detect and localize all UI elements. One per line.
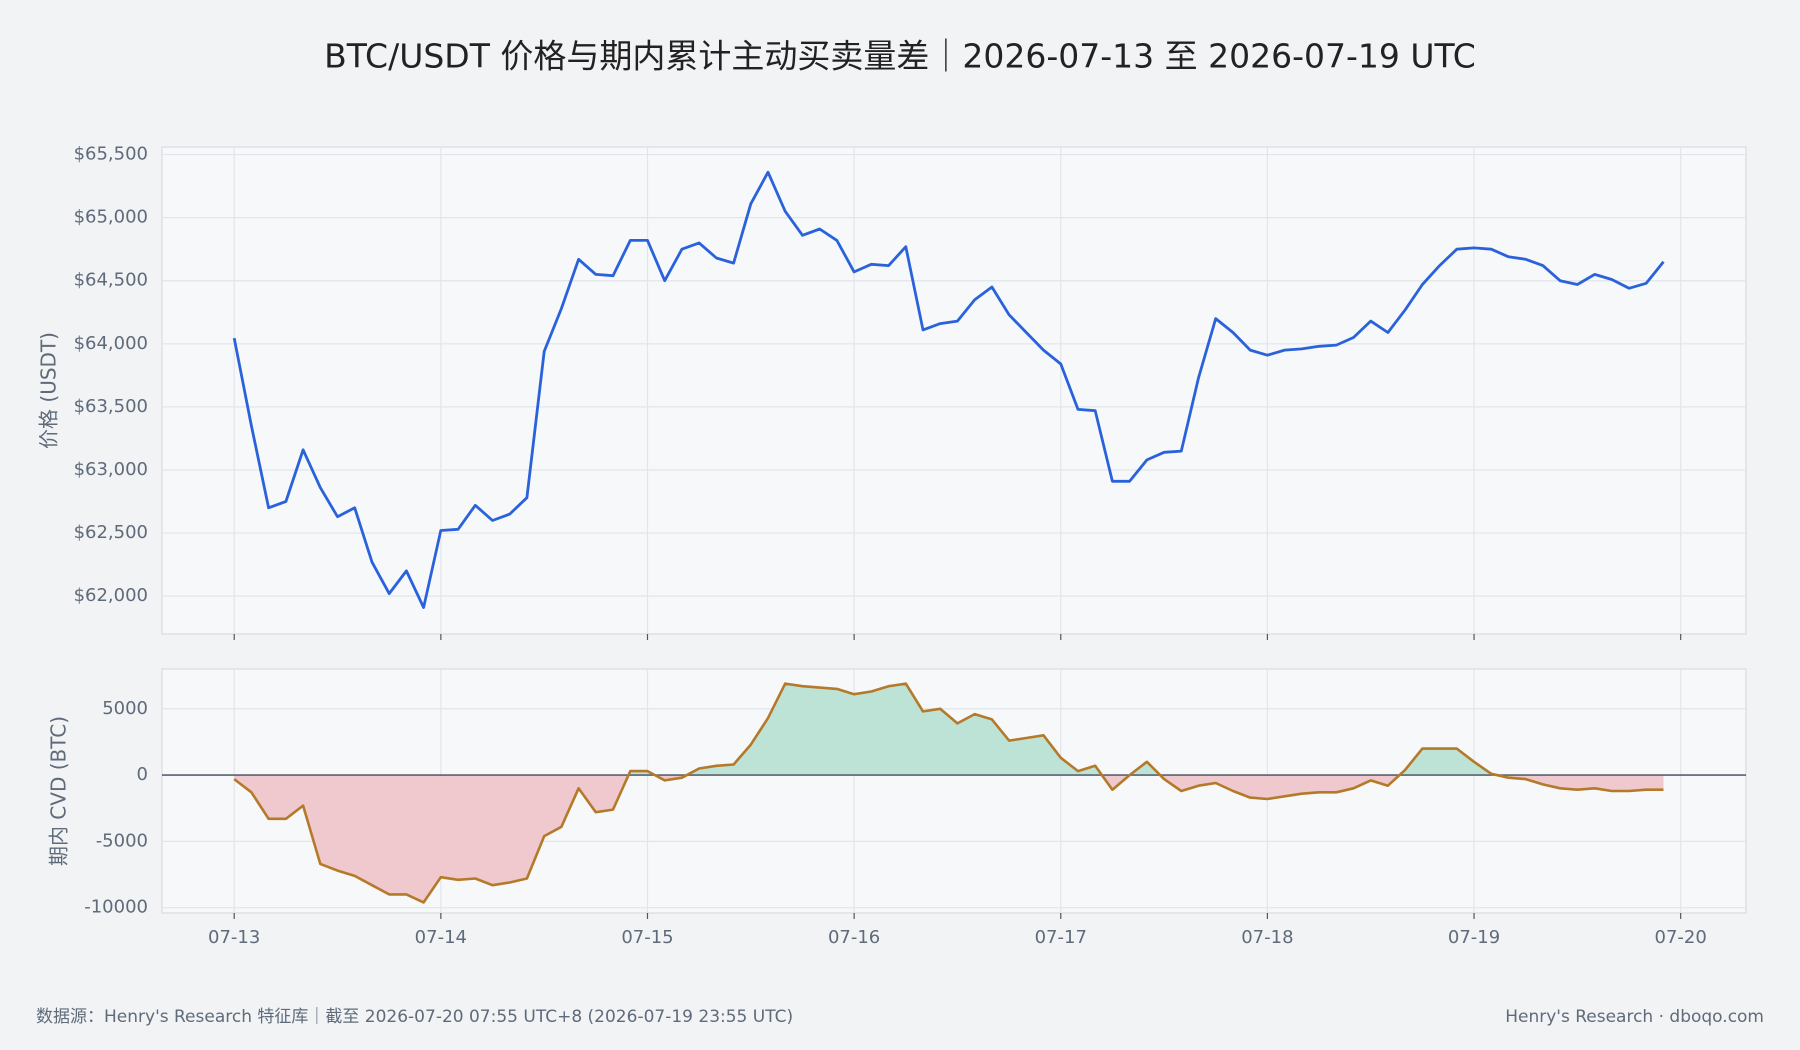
y-tick-label: $65,000 [74, 207, 148, 228]
area-positive [628, 683, 1497, 776]
area-negative [234, 775, 1664, 903]
y-tick-label: $62,500 [74, 522, 148, 543]
y-tick-label: $65,500 [74, 144, 148, 165]
y-tick-label: $64,000 [74, 333, 148, 354]
y-axis-label: 期内 CVD (BTC) [47, 716, 71, 866]
footer-source: 数据源：Henry's Research 特征库｜截至 2026-07-20 0… [36, 1007, 793, 1027]
y-tick-label: $64,500 [74, 270, 148, 291]
plot-area [161, 146, 1747, 635]
x-tick-label: 07-17 [1035, 927, 1087, 948]
price-line [232, 170, 1665, 609]
y-tick-label: $63,000 [74, 459, 148, 480]
x-tick-label: 07-19 [1448, 927, 1500, 948]
x-tick-label: 07-14 [415, 927, 467, 948]
y-tick-label: $62,000 [74, 585, 148, 606]
y-axis-label: 价格 (USDT) [37, 332, 61, 449]
chart-title: BTC/USDT 价格与期内累计主动买卖量差｜2026-07-13 至 2026… [324, 37, 1476, 76]
x-tick-label: 07-16 [828, 927, 880, 948]
y-tick-label: 0 [137, 764, 148, 785]
cvd-line [233, 682, 1664, 904]
y-tick-label: -10000 [84, 897, 148, 918]
x-tick-label: 07-18 [1241, 927, 1293, 948]
y-tick-label: $63,500 [74, 396, 148, 417]
x-tick-label: 07-20 [1655, 927, 1707, 948]
y-tick-label: -5000 [96, 830, 148, 851]
y-tick-label: 5000 [102, 698, 148, 719]
x-tick-label: 07-15 [621, 927, 673, 948]
footer-brand: Henry's Research · dboqo.com [1505, 1007, 1764, 1027]
x-tick-label: 07-13 [208, 927, 260, 948]
